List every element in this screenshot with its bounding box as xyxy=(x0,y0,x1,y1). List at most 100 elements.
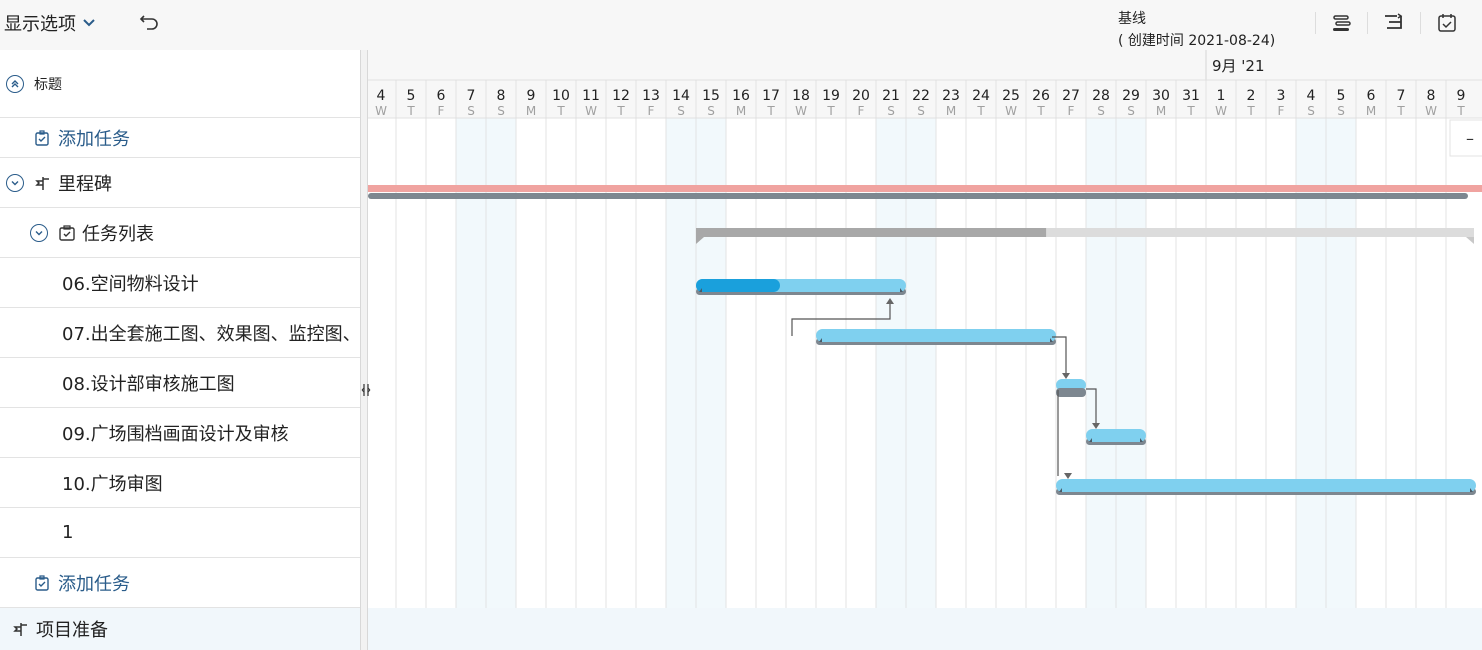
dependency-line xyxy=(1086,388,1097,426)
milestone-bar[interactable] xyxy=(368,185,1482,192)
dependency-arrow-icon xyxy=(1062,373,1070,379)
task-bar-07[interactable] xyxy=(816,329,1056,342)
dependency-line xyxy=(1052,336,1067,376)
resize-handle-icon[interactable] xyxy=(361,380,371,400)
day-number: 4 xyxy=(377,88,386,104)
divider xyxy=(1420,12,1421,34)
collapse-icon[interactable] xyxy=(6,173,24,192)
milestone-name: 项目准备 xyxy=(36,620,108,641)
weekday-label: W xyxy=(375,104,387,118)
title-column-header: 标题 xyxy=(34,76,62,93)
weekend-column xyxy=(456,118,486,608)
task-name: 1 xyxy=(62,522,74,543)
day-number: 31 xyxy=(1182,88,1200,104)
bar-handle-icon xyxy=(1470,488,1473,492)
day-number: 9 xyxy=(527,88,536,104)
weekday-label: S xyxy=(677,104,685,118)
zoom-out-button[interactable] xyxy=(1449,119,1482,157)
weekday-label: T xyxy=(616,104,625,118)
weekday-label: T xyxy=(556,104,565,118)
day-number: 11 xyxy=(582,88,600,104)
title-header-row: 标题 xyxy=(0,50,360,118)
day-number: 24 xyxy=(972,88,990,104)
weekday-label: F xyxy=(858,104,865,118)
day-number: 1 xyxy=(1217,88,1226,104)
weekday-label: M xyxy=(1156,104,1166,118)
add-task-row[interactable]: 添加任务 xyxy=(0,118,360,158)
task-row[interactable]: 07.出全套施工图、效果图、监控图、 xyxy=(0,308,360,358)
panel-splitter[interactable] xyxy=(360,50,368,650)
task-row[interactable]: 10.广场审图 xyxy=(0,458,360,508)
bar-handle-icon xyxy=(1059,488,1062,492)
collapse-icon[interactable] xyxy=(30,223,48,242)
weekend-column xyxy=(876,118,906,608)
tasklist-name: 任务列表 xyxy=(82,223,154,245)
baseline-view-icon[interactable] xyxy=(1331,12,1353,34)
bar-handle-icon xyxy=(1050,338,1053,342)
weekday-label: S xyxy=(707,104,715,118)
task-row[interactable]: 08.设计部审核施工图 xyxy=(0,358,360,408)
day-number: 27 xyxy=(1062,88,1080,104)
milestone-row[interactable]: 里程碑 xyxy=(0,158,360,208)
undo-icon[interactable] xyxy=(138,10,162,34)
collapse-all-icon[interactable] xyxy=(6,74,24,93)
divider xyxy=(1367,12,1368,34)
weekday-label: W xyxy=(1005,104,1017,118)
weekend-column xyxy=(1296,118,1326,608)
display-options-label: 显示选项 xyxy=(4,14,76,35)
task-name: 09.广场围档画面设计及审核 xyxy=(62,423,289,445)
weekend-column xyxy=(1116,118,1146,608)
baseline-bar xyxy=(368,193,1468,199)
task-name: 06.空间物料设计 xyxy=(62,273,199,295)
day-number: 8 xyxy=(1427,88,1436,104)
divider xyxy=(1315,12,1316,34)
weekday-label: T xyxy=(976,104,985,118)
weekday-label: T xyxy=(826,104,835,118)
day-number: 26 xyxy=(1032,88,1050,104)
gantt-chart: 9月 '21 4 W 5 T 6 F 7 S 8 S 9 M 10 T 11 W 12 T 13 F 14 S 15 S 16 M 1… xyxy=(368,50,1482,650)
day-number: 6 xyxy=(1367,88,1376,104)
bar-handle-icon xyxy=(900,288,903,292)
weekday-label: M xyxy=(1366,104,1376,118)
task-bar-10[interactable] xyxy=(1056,479,1476,492)
summary-bar[interactable] xyxy=(696,228,1474,237)
weekday-label: F xyxy=(1068,104,1075,118)
task-bar-09[interactable] xyxy=(1086,429,1146,442)
baseline-title: 基线 xyxy=(1118,11,1146,27)
milestone-row[interactable]: 项目准备 xyxy=(0,608,360,650)
display-options-dropdown[interactable]: 显示选项 xyxy=(4,10,96,36)
milestone-name: 里程碑 xyxy=(58,173,112,195)
add-task-label: 添加任务 xyxy=(58,573,130,595)
weekday-label: T xyxy=(406,104,415,118)
critical-path-icon[interactable] xyxy=(1383,12,1405,34)
weekday-label: F xyxy=(1278,104,1285,118)
day-number: 9 xyxy=(1457,88,1466,104)
day-number: 12 xyxy=(612,88,630,104)
weekend-column xyxy=(906,118,936,608)
milestone-flag-icon xyxy=(35,176,49,190)
baseline-subtitle: ( 创建时间 2021-08-24) xyxy=(1118,33,1276,49)
task-row[interactable]: 1 xyxy=(0,508,360,558)
bottom-band xyxy=(368,608,1482,650)
dependency-line xyxy=(791,300,891,336)
day-number: 5 xyxy=(407,88,416,104)
weekday-label: W xyxy=(795,104,807,118)
task-row[interactable]: 09.广场围档画面设计及审核 xyxy=(0,408,360,458)
day-number: 5 xyxy=(1337,88,1346,104)
add-task-row[interactable]: 添加任务 xyxy=(0,558,360,608)
tasklist-row[interactable]: 任务列表 xyxy=(0,208,360,258)
day-number: 7 xyxy=(1397,88,1406,104)
calendar-icon[interactable] xyxy=(1436,12,1458,34)
dependency-arrow-icon xyxy=(1092,423,1100,429)
weekday-label: M xyxy=(946,104,956,118)
weekday-label: T xyxy=(1036,104,1045,118)
weekend-column xyxy=(666,118,696,608)
bar-handle-icon xyxy=(699,288,702,292)
bar-handle-icon xyxy=(819,338,822,342)
add-task-icon xyxy=(35,574,49,591)
weekday-label: W xyxy=(1425,104,1437,118)
weekday-label: S xyxy=(1337,104,1345,118)
task-row[interactable]: 06.空间物料设计 xyxy=(0,258,360,308)
dependency-arrow-icon xyxy=(1064,473,1072,479)
toolbar: 显示选项 基线 ( 创建时间 2021-08-24) xyxy=(0,0,1482,50)
